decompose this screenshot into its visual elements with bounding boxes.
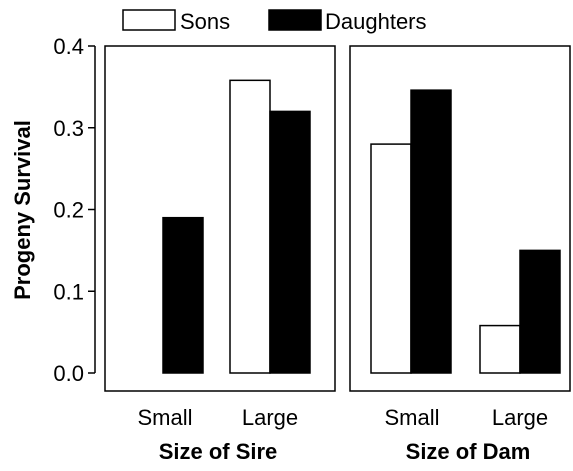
x-tick-label-sire-small: Small [137,405,192,430]
y-ticks: 0.0 0.1 0.2 0.3 0.4 [53,34,95,386]
panel-frame-dam [349,45,571,392]
panel-frame-sire [104,45,336,392]
y-tick-label: 0.1 [53,279,84,304]
y-tick-label: 0.2 [53,198,84,223]
bar-dam-large-sons [479,324,521,374]
legend-swatch-sons [122,9,176,31]
y-axis-title: Progeny Survival [10,120,35,300]
x-category-labels: Small Large Small Large [137,405,548,430]
bar-dam-small-sons [370,143,412,374]
legend-swatch-daughters [268,9,322,31]
legend-label-daughters: Daughters [325,9,427,34]
legend-label-sons: Sons [180,9,230,34]
y-tick-label: 0.3 [53,116,84,141]
bar-dam-small-daughters [410,89,452,374]
bar-sire-small-daughters [162,216,204,374]
y-tick-label: 0.0 [53,361,84,386]
x-axis-title-dam: Size of Dam [406,439,531,464]
y-tick-label: 0.4 [53,34,84,59]
x-tick-label-dam-large: Large [492,405,548,430]
bars [162,79,561,374]
y-axis: 0.0 0.1 0.2 0.3 0.4 Progeny Survival [10,34,96,386]
bar-sire-large-sons [229,79,271,374]
bar-sire-large-daughters [269,110,311,374]
x-tick-label-dam-small: Small [384,405,439,430]
bar-dam-large-daughters [519,249,561,374]
x-tick-label-sire-large: Large [242,405,298,430]
legend: Sons Daughters [122,9,427,34]
x-axis-title-sire: Size of Sire [159,439,278,464]
